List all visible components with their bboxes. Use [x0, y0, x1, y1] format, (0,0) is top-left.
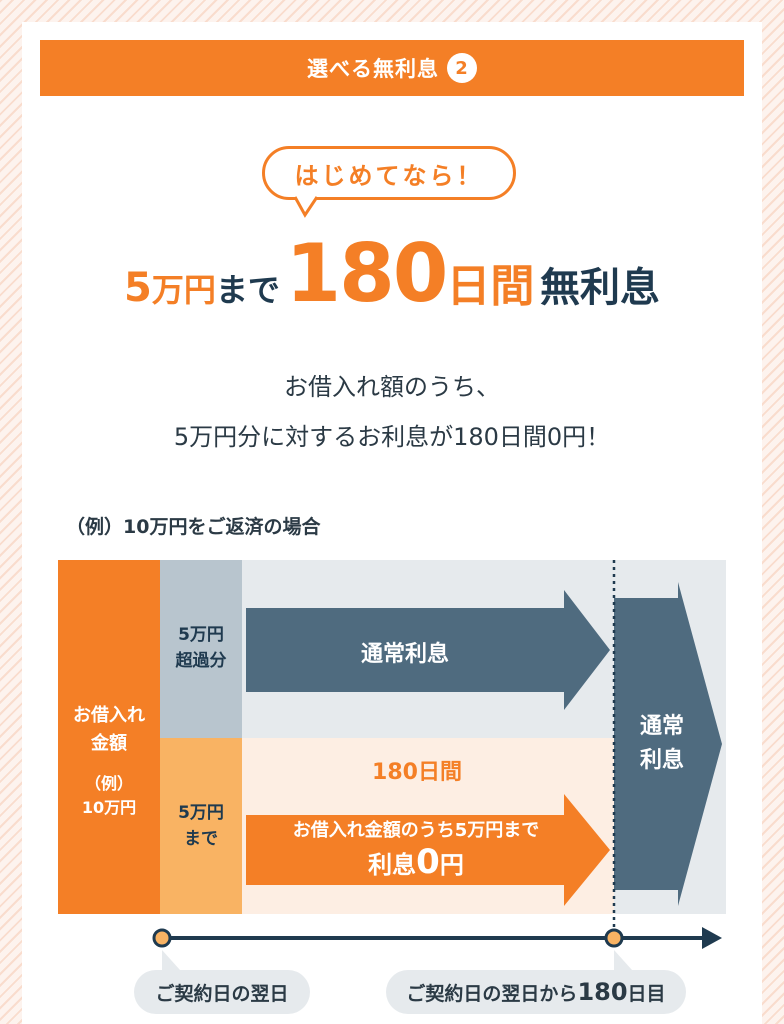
interest-diagram: お借入れ 金額 （例） 10万円 5万円 超過分 5万円 まで 通常利息 180…	[22, 560, 762, 1014]
normal-interest-arrow	[246, 590, 610, 710]
loan-amount-column	[58, 560, 160, 914]
timeline-arrowhead	[702, 927, 722, 949]
description-line2: 5万円分に対するお利息が180日間0円！	[173, 423, 611, 451]
bubble-text: はじめてなら！	[294, 161, 484, 190]
excess-cell	[160, 560, 242, 738]
headline-days: 180	[285, 227, 448, 320]
timeline-end-dot	[604, 928, 624, 948]
bubble-tail	[293, 196, 319, 218]
normal-interest-label: 通常利息	[360, 642, 449, 667]
excess-label: 5万円 超過分	[175, 625, 227, 671]
section-number-badge: 2	[447, 53, 477, 83]
loan-amount-label: お借入れ 金額	[73, 705, 145, 754]
end-date-pill: ご契約日の翌日から 180 日目	[386, 970, 686, 1014]
headline-days-unit: 日間	[446, 261, 535, 312]
upto-cell	[160, 738, 242, 914]
right-normal-arrow	[614, 582, 722, 906]
section-title: 選べる無利息	[307, 57, 439, 81]
start-pill-tail	[162, 950, 180, 970]
headline: 5万円まで 180日間 無利息	[22, 226, 762, 326]
free-interest-line1: お借入れ金額のうち5万円まで	[292, 820, 540, 841]
upto-label: 5万円 まで	[178, 803, 224, 849]
headline-amount-unit: 万円	[151, 271, 216, 309]
section-header: 選べる無利息 2	[40, 40, 744, 96]
diagram-graphics	[58, 560, 726, 970]
start-date-pill: ご契約日の翌日	[134, 970, 310, 1014]
content-card: 選べる無利息 2 はじめてなら！ 5万円まで 180日間 無利息 お借入れ額のう…	[22, 22, 762, 1024]
speech-bubble: はじめてなら！	[262, 146, 516, 200]
headline-made: まで	[215, 271, 280, 309]
start-date-label: ご契約日の翌日	[155, 982, 289, 1005]
headline-amount: 5	[123, 265, 152, 311]
free-interest-line2: 利息0円	[368, 842, 464, 882]
right-normal-interest-label: 通常 利息	[639, 714, 684, 773]
timeline-start-dot	[152, 928, 172, 948]
loan-amount-example: （例） 10万円	[81, 774, 137, 817]
example-title: （例）10万円をご返済の場合	[66, 516, 321, 538]
end-pill-tail	[614, 950, 632, 970]
free-interest-arrow	[246, 794, 610, 906]
period-label: 180日間	[372, 760, 462, 785]
description: お借入れ額のうち、 5万円分に対するお利息が180日間0円！	[22, 362, 762, 462]
description-line1: お借入れ額のうち、	[284, 373, 500, 401]
headline-suffix: 無利息	[540, 265, 661, 311]
